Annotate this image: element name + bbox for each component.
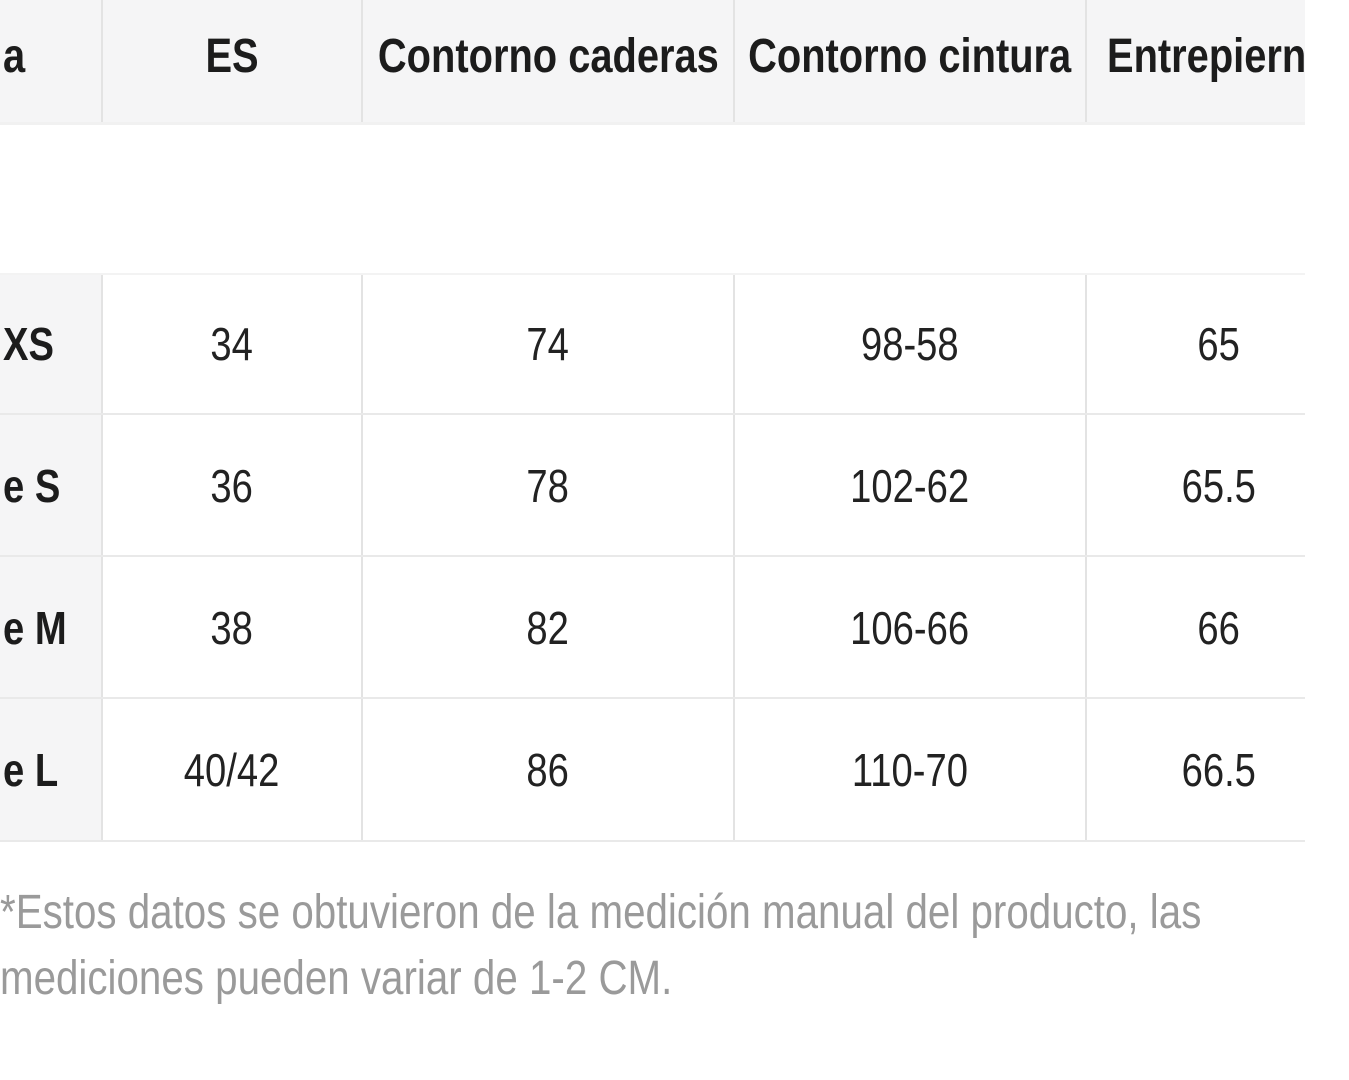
row-label-s-clipped: e S	[0, 415, 101, 557]
row-label-m-clipped: e M	[0, 557, 101, 699]
measurement-disclaimer: *Estos datos se obtuvieron de la medició…	[0, 880, 1349, 1012]
cell-xs-caderas: 74	[361, 273, 733, 415]
cell-xs-cintura: 98-58	[733, 273, 1085, 415]
row-divider	[0, 555, 1305, 557]
table-bottom-border	[0, 840, 1305, 842]
row-divider	[0, 413, 1305, 415]
cell-s-caderas: 78	[361, 415, 733, 557]
disclaimer-line-2: mediciones pueden variar de 1-2 CM.	[0, 952, 673, 1005]
table-header-row: a ES Contorno caderas Contorno cintura E…	[0, 0, 1305, 122]
header-cell-contorno-cintura: Contorno cintura	[733, 0, 1085, 122]
row-divider	[0, 273, 1305, 275]
cell-m-caderas: 82	[361, 557, 733, 699]
cell-l-entrepierna: 66.5	[1085, 699, 1305, 841]
table-row-s: e S 36 78 102-62 65.5	[0, 415, 1305, 557]
row-divider	[0, 697, 1305, 699]
header-cell-talla-clipped: a	[0, 0, 101, 122]
cell-l-es: 40/42	[101, 699, 361, 841]
header-cell-es: ES	[101, 0, 361, 122]
cell-s-cintura: 102-62	[733, 415, 1085, 557]
cell-m-entrepierna: 66	[1085, 557, 1305, 699]
row-label-xs: XS	[0, 273, 101, 415]
cell-m-cintura: 106-66	[733, 557, 1085, 699]
table-row-m: e M 38 82 106-66 66	[0, 557, 1305, 699]
header-bottom-rule	[0, 122, 1305, 125]
cell-s-es: 36	[101, 415, 361, 557]
cell-l-caderas: 86	[361, 699, 733, 841]
header-cell-contorno-caderas: Contorno caderas	[361, 0, 733, 122]
row-label-l-clipped: e L	[0, 699, 101, 841]
cell-xs-es: 34	[101, 273, 361, 415]
table-row-l: e L 40/42 86 110-70 66.5	[0, 699, 1305, 841]
cell-m-es: 38	[101, 557, 361, 699]
header-cell-entrepierna-clipped: Entrepiern	[1085, 0, 1305, 122]
table-row-xs: XS 34 74 98-58 65	[0, 273, 1305, 415]
disclaimer-line-1: *Estos datos se obtuvieron de la medició…	[0, 886, 1202, 939]
size-table: a ES Contorno caderas Contorno cintura E…	[0, 0, 1305, 842]
cell-xs-entrepierna: 65	[1085, 273, 1305, 415]
cell-l-cintura: 110-70	[733, 699, 1085, 841]
cell-s-entrepierna: 65.5	[1085, 415, 1305, 557]
